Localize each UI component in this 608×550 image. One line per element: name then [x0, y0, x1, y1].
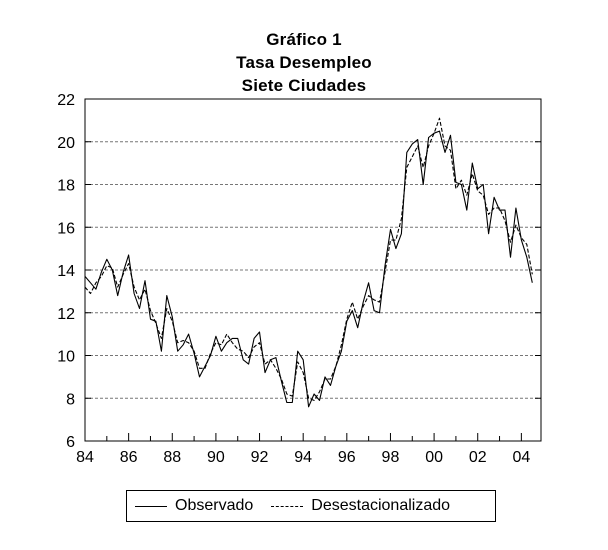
legend-item-desestacionalizado: Desestacionalizado [271, 497, 450, 515]
chart-titles: Gráfico 1 Tasa Desempleo Siete Ciudades [0, 28, 608, 97]
legend-swatch-solid [135, 505, 167, 507]
legend-item-observado: Observado [135, 497, 253, 515]
x-tick-label: 98 [382, 449, 400, 466]
x-tick-label: 92 [251, 449, 269, 466]
x-tick-label: 00 [425, 449, 443, 466]
x-tick-label: 96 [338, 449, 356, 466]
series-line-desestacionalizado [84, 117, 533, 401]
y-tick-label: 16 [57, 220, 75, 237]
y-tick-label: 18 [57, 178, 75, 195]
x-tick-label: 88 [163, 449, 181, 466]
y-tick-label: 10 [57, 349, 75, 366]
chart-subtitle-2: Siete Ciudades [241, 76, 367, 95]
y-tick-label: 8 [66, 391, 75, 408]
y-tick-label: 6 [66, 434, 75, 451]
legend-label-observado: Observado [175, 497, 254, 514]
x-tick-label: 86 [120, 449, 138, 466]
x-tick-label: 90 [207, 449, 225, 466]
x-tick-label: 94 [294, 449, 312, 466]
legend: Observado Desestacionalizado [126, 490, 496, 522]
x-tick-label: 02 [469, 449, 487, 466]
x-tick-label: 84 [76, 449, 94, 466]
y-tick-label: 20 [57, 135, 75, 152]
legend-label-desestacionalizado: Desestacionalizado [311, 497, 451, 514]
chart-title: Gráfico 1 [266, 30, 342, 49]
series-line-observado [84, 130, 533, 408]
x-tick-label: 04 [512, 449, 530, 466]
chart-subtitle-1: Tasa Desempleo [236, 53, 372, 72]
y-tick-label: 14 [57, 263, 75, 280]
legend-swatch-dashed [271, 505, 304, 507]
y-tick-label: 12 [57, 306, 75, 323]
y-tick-label: 22 [57, 92, 75, 109]
